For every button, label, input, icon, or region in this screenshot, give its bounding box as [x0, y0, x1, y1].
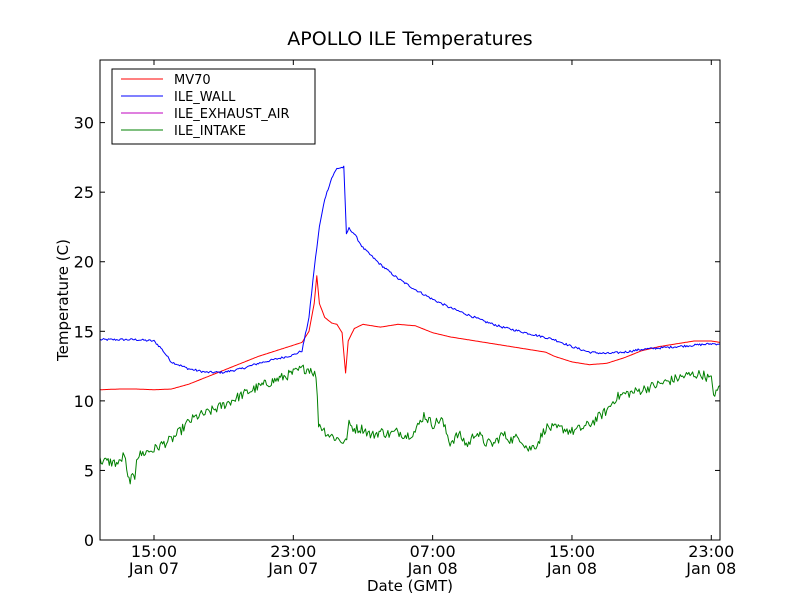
legend-box	[111, 68, 316, 145]
x-tick-label-date: Jan 08	[407, 559, 458, 578]
y-tick-label: 0	[84, 531, 94, 550]
x-tick-label-time: 23:00	[688, 542, 734, 561]
x-tick-label-date: Jan 08	[685, 559, 736, 578]
series-line-ile-intake	[100, 364, 720, 485]
series-line-ile-wall	[100, 165, 720, 374]
legend-label: ILE_EXHAUST_AIR	[174, 107, 290, 122]
x-tick-label-time: 15:00	[131, 542, 177, 561]
y-axis-label: Temperature (C)	[54, 239, 72, 362]
chart-title: APOLLO ILE Temperatures	[287, 28, 532, 50]
y-tick-label: 15	[74, 322, 94, 341]
legend: MV70 ILE_WALL ILE_EXHAUST_AIR ILE_INTAKE	[111, 68, 316, 145]
legend-label: ILE_WALL	[174, 90, 236, 105]
y-tick-label: 20	[74, 253, 94, 272]
x-axis-label: Date (GMT)	[367, 577, 453, 595]
y-tick-label: 5	[84, 461, 94, 480]
x-tick-label-date: Jan 07	[128, 559, 179, 578]
y-tick-label: 10	[74, 392, 94, 411]
x-tick-label-date: Jan 08	[546, 559, 597, 578]
y-tick-label: 30	[74, 114, 94, 133]
x-tick-label-time: 23:00	[270, 542, 316, 561]
series-layer	[100, 165, 720, 485]
y-axis: 0 5 10 15 20 25 30	[74, 114, 720, 550]
x-tick-label-time: 15:00	[549, 542, 595, 561]
legend-label: MV70	[174, 73, 211, 88]
x-tick-label-date: Jan 07	[267, 559, 318, 578]
legend-label: ILE_INTAKE	[174, 124, 246, 139]
y-tick-label: 25	[74, 183, 94, 202]
plot-border	[99, 59, 721, 541]
x-tick-label-time: 07:00	[410, 542, 456, 561]
series-line-mv70	[100, 275, 720, 391]
